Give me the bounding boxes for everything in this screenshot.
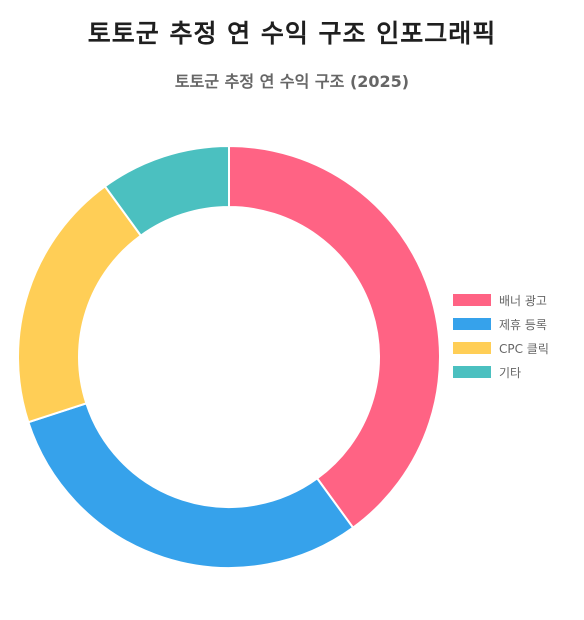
chart-slices	[17, 144, 441, 570]
legend-swatch	[453, 366, 491, 378]
legend-label: CPC 클릭	[499, 342, 549, 356]
legend-item-4[interactable]: 기타	[453, 366, 521, 380]
slice-3[interactable]	[17, 184, 143, 424]
slice-2[interactable]	[27, 402, 355, 570]
legend-label: 배너 광고	[499, 294, 547, 308]
legend-swatch	[453, 318, 491, 330]
legend-item-1[interactable]: 배너 광고	[453, 294, 547, 308]
legend-swatch	[453, 294, 491, 306]
legend-swatch	[453, 342, 491, 354]
slice-4[interactable]	[103, 144, 230, 238]
page-title: 토토군 추정 연 수익 구조 인포그래픽	[87, 19, 497, 48]
legend-item-3[interactable]: CPC 클릭	[453, 342, 549, 356]
slice-1[interactable]	[228, 144, 441, 530]
chart-title: 토토군 추정 연 수익 구조 (2025)	[175, 72, 409, 91]
legend-item-2[interactable]: 제휴 등록	[453, 318, 547, 332]
legend-label: 기타	[499, 366, 521, 380]
legend-label: 제휴 등록	[499, 318, 547, 332]
